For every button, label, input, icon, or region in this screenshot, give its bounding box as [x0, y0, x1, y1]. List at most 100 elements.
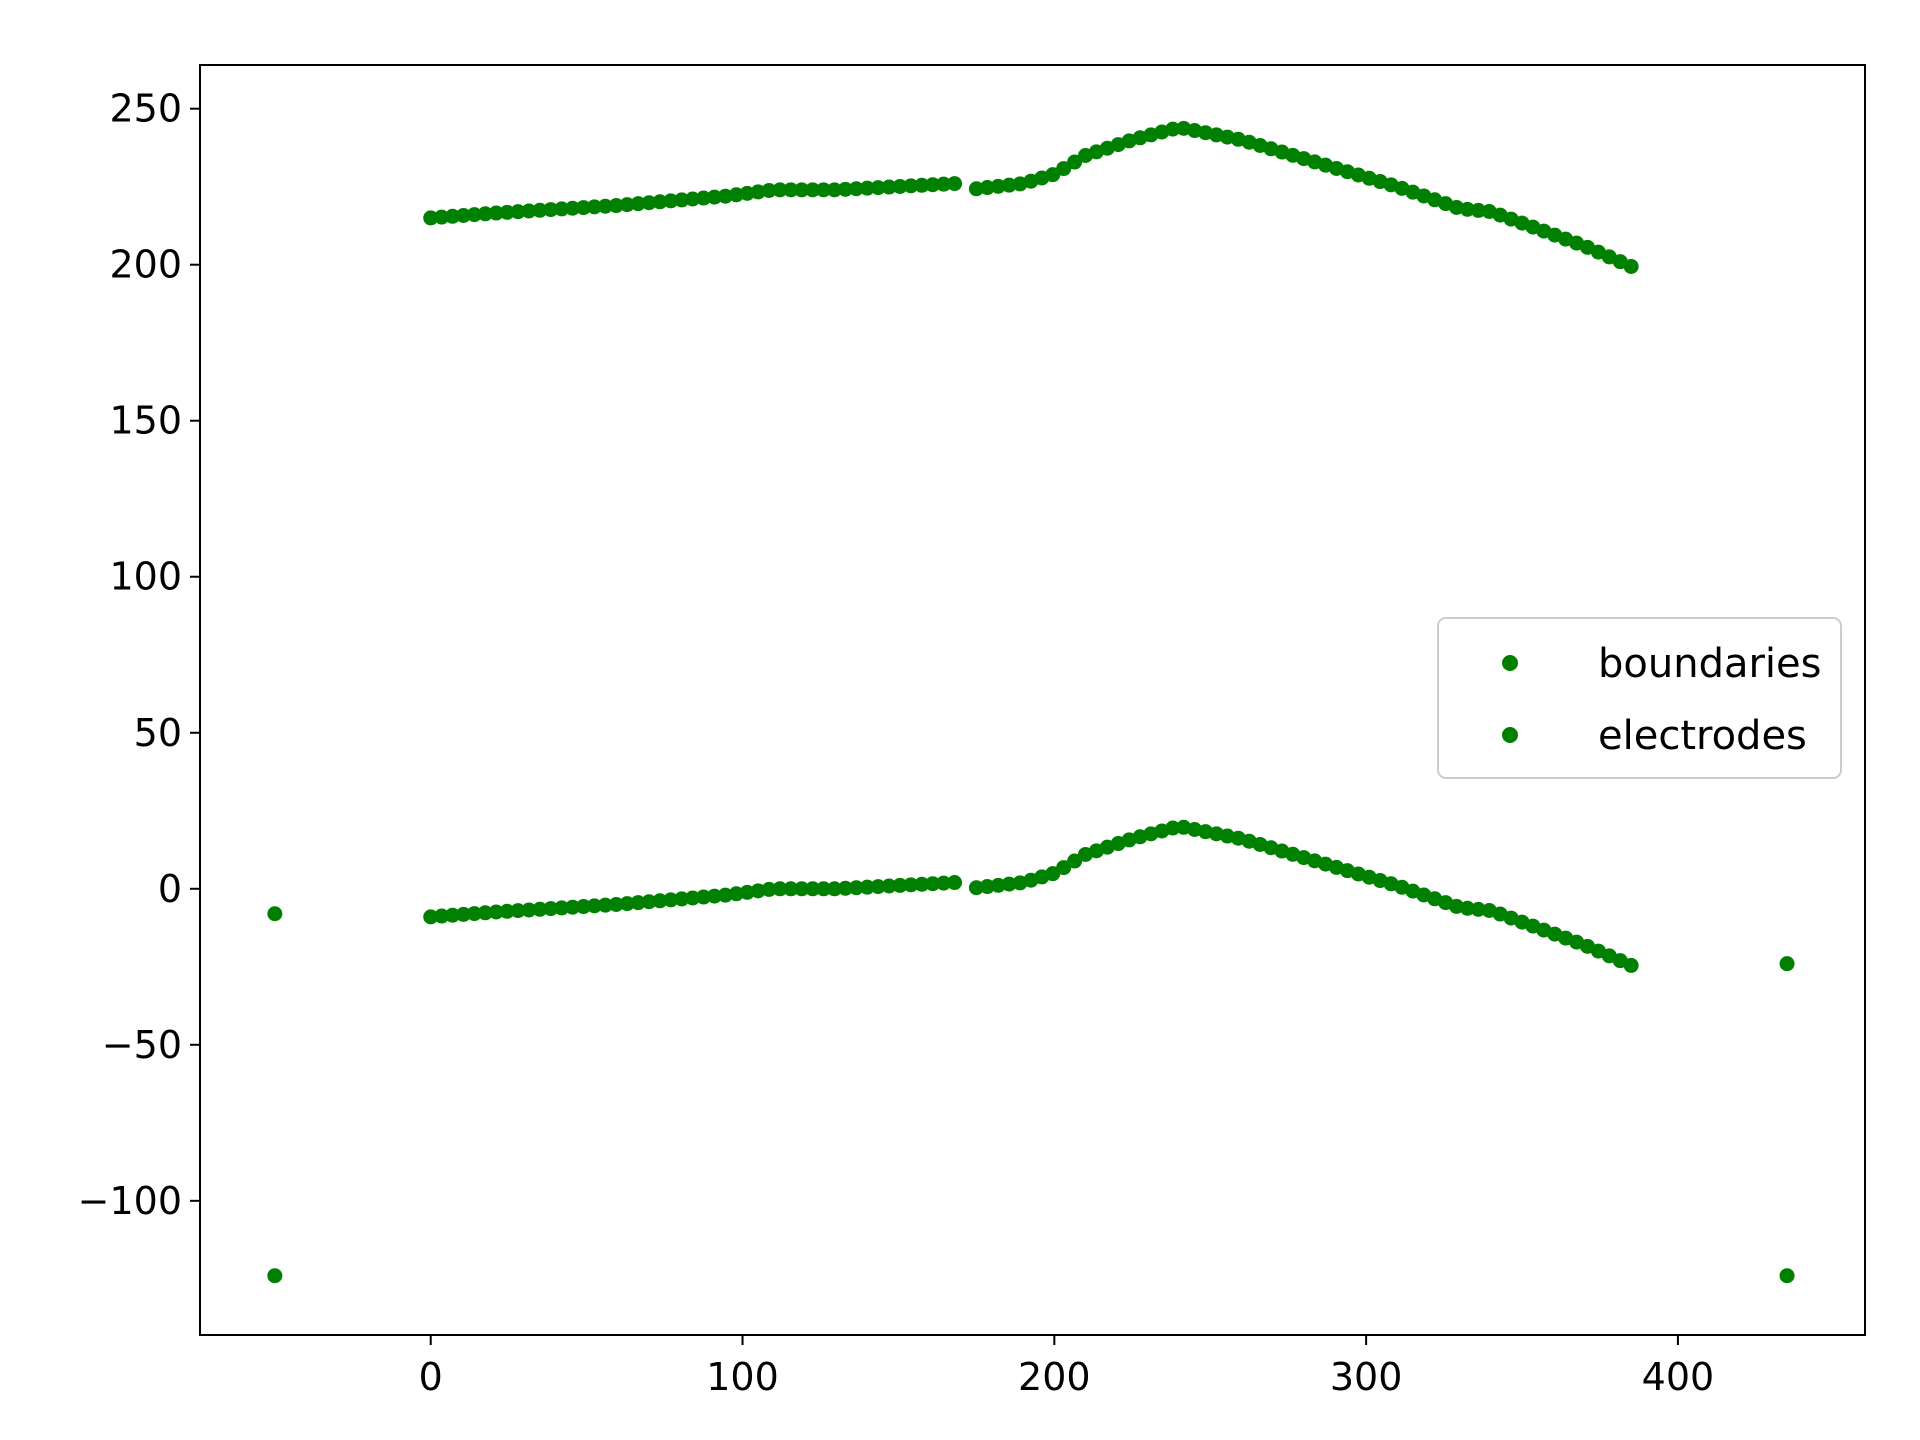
electrode-point — [543, 901, 559, 917]
electrode-point — [641, 894, 657, 910]
electrode-point — [706, 888, 722, 904]
electrode-point — [979, 180, 995, 196]
legend: boundaries electrodes — [1437, 617, 1842, 779]
electrode-point — [423, 210, 439, 226]
electrode-point — [750, 184, 766, 200]
electrode-point — [608, 198, 624, 214]
electrode-point — [488, 904, 504, 920]
electrode-point — [706, 189, 722, 205]
electrode-point — [1045, 866, 1061, 882]
legend-marker-electrodes — [1502, 727, 1518, 743]
electrode-point — [554, 201, 570, 217]
electrode-point — [641, 195, 657, 211]
x-tick-label: 100 — [706, 1355, 779, 1399]
electrode-point — [532, 202, 548, 218]
electrode-point — [859, 879, 875, 895]
electrode-point — [586, 199, 602, 215]
electrode-point — [739, 884, 755, 900]
electrode-point — [565, 200, 581, 216]
electrode-point — [870, 879, 886, 895]
electrode-point — [510, 903, 526, 919]
legend-label-electrodes: electrodes — [1598, 713, 1807, 759]
electrode-point — [761, 182, 777, 198]
electrode-point — [827, 182, 843, 198]
y-tick-label: 150 — [109, 399, 182, 443]
electrode-point — [663, 193, 679, 209]
electrode-point — [445, 907, 461, 923]
electrode-point — [816, 182, 832, 198]
electrode-point — [554, 900, 570, 916]
electrode-point — [783, 881, 799, 897]
electrode-point — [477, 905, 493, 921]
electrode-point — [794, 881, 810, 897]
electrode-point — [423, 909, 439, 925]
electrode-point — [696, 190, 712, 206]
electrode-point — [728, 886, 744, 902]
electrode-point — [816, 881, 832, 897]
electrode-point — [521, 902, 537, 918]
y-axis: −100 −50 0 50 100 150 200 250 — [78, 87, 200, 1223]
electrode-point — [717, 188, 733, 204]
electrode-point — [630, 895, 646, 911]
electrode-point — [576, 899, 592, 915]
electrode-point — [455, 207, 471, 223]
electrode-point — [925, 177, 941, 193]
electrode-point — [881, 179, 897, 195]
electrode-point — [499, 903, 515, 919]
electrode-point — [597, 897, 613, 913]
electrode-point — [783, 182, 799, 198]
electrode-point — [1165, 820, 1181, 836]
electrode-point — [968, 181, 984, 197]
electrode-point — [1623, 957, 1639, 973]
electrode-point — [805, 182, 821, 198]
electrode-point — [466, 207, 482, 223]
electrode-point — [663, 892, 679, 908]
electrode-point — [848, 880, 864, 896]
electrode-point — [772, 182, 788, 198]
electrode-point — [717, 887, 733, 903]
electrode-point — [685, 191, 701, 207]
electrode-point — [565, 899, 581, 915]
x-axis: 0 100 200 300 400 — [419, 1335, 1715, 1399]
electrode-point — [597, 198, 613, 214]
electrode-point — [1001, 876, 1017, 892]
electrode-point — [488, 205, 504, 221]
electrode-point — [543, 202, 559, 218]
electrode-point — [586, 898, 602, 914]
electrode-point — [1001, 177, 1017, 193]
electrode-point — [914, 876, 930, 892]
electrode-point — [455, 906, 471, 922]
y-tick-label: 50 — [134, 711, 182, 755]
electrode-point — [1165, 121, 1181, 137]
x-tick-label: 400 — [1642, 1355, 1715, 1399]
electrode-point — [608, 896, 624, 912]
electrode-point — [903, 877, 919, 893]
electrode-point — [892, 877, 908, 893]
electrode-point — [990, 178, 1006, 194]
electrode-point — [914, 177, 930, 193]
electrode-point — [445, 208, 461, 224]
y-tick-label: −50 — [102, 1023, 182, 1067]
electrode-point — [1459, 201, 1475, 217]
electrode-point — [1056, 161, 1072, 177]
y-tick-label: −100 — [78, 1179, 182, 1223]
electrode-point — [1067, 154, 1083, 170]
electrode-point — [1045, 167, 1061, 183]
electrode-point — [848, 181, 864, 197]
electrode-point — [794, 182, 810, 198]
electrode-point — [837, 181, 853, 197]
electrode-point — [510, 204, 526, 220]
electrode-point — [477, 206, 493, 222]
boundary-point — [267, 906, 283, 922]
electrode-point — [925, 876, 941, 892]
electrode-point — [674, 192, 690, 208]
electrode-point — [521, 203, 537, 219]
y-tick-label: 0 — [158, 867, 182, 911]
electrode-point — [619, 197, 635, 213]
electrode-point — [947, 875, 963, 891]
electrode-point — [1470, 202, 1486, 218]
legend-label-boundaries: boundaries — [1598, 641, 1821, 687]
electrode-point — [1459, 900, 1475, 916]
electrode-point — [739, 185, 755, 201]
